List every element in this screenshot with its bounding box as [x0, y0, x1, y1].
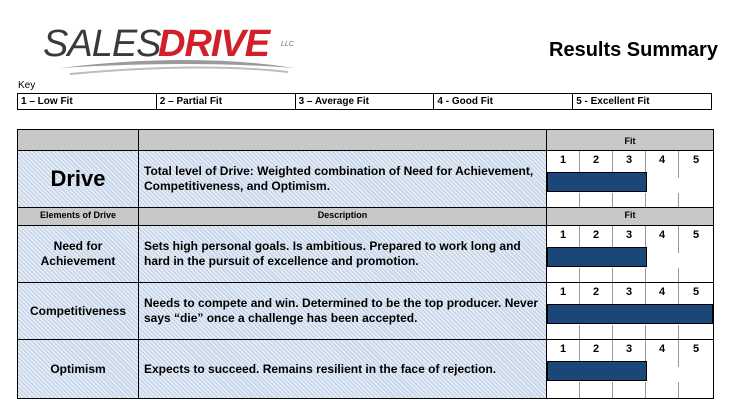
scale-tick-1	[547, 382, 580, 398]
scale-number-4: 4	[646, 226, 679, 253]
page-title: Results Summary	[549, 39, 718, 61]
scale-ticks	[547, 325, 713, 339]
key-item-excellent-fit: 5 - Excellent Fit	[576, 96, 650, 107]
key-item-good-fit: 4 - Good Fit	[434, 94, 574, 109]
scale-tick-4	[646, 193, 679, 207]
element-row: Need for Achievement Sets high personal …	[18, 226, 713, 283]
scale-tick-3	[613, 382, 646, 398]
fit-header: Fit	[547, 208, 713, 225]
drive-score-bar	[547, 172, 647, 192]
scale-number-3: 3	[613, 283, 646, 310]
scale-number-1: 1	[547, 340, 580, 367]
salesdrive-logo: SALES DRIVE LLC	[40, 22, 302, 86]
scale-number-5: 5	[692, 343, 700, 355]
scale-number-2: 2	[580, 151, 613, 178]
header-fit: Fit	[547, 130, 713, 150]
scale-number-5: 5	[692, 286, 700, 298]
key-item-low-fit: 1 – Low Fit	[18, 94, 157, 109]
header-blank-elements	[18, 130, 139, 150]
scale-tick-5	[679, 193, 713, 207]
scale-ticks	[547, 268, 713, 282]
scale-tick-2	[580, 382, 613, 398]
elements-header-row: Elements of Drive Description Fit	[18, 208, 713, 226]
results-top-header-row: Fit	[18, 130, 713, 151]
scale-tick-1	[547, 268, 580, 282]
results-table: Fit Drive Total level of Drive: Weighted…	[17, 129, 714, 399]
scale-tick-1	[547, 325, 580, 339]
scale-tick-3	[613, 193, 646, 207]
scale-tick-2	[580, 268, 613, 282]
scale-tick-1	[547, 193, 580, 207]
element-description: Needs to compete and win. Determined to …	[139, 283, 547, 339]
element-score-bar	[547, 247, 647, 267]
element-name: Optimism	[18, 340, 139, 398]
scale-tick-2	[580, 193, 613, 207]
logo-drive-text: DRIVE	[158, 23, 270, 65]
scale-number-3: 3	[613, 340, 646, 367]
description-header: Description	[139, 208, 547, 225]
scale-tick-5	[679, 325, 713, 339]
key-item-partial-fit: 2 – Partial Fit	[157, 94, 296, 109]
scale-number-4: 4	[646, 151, 679, 178]
scale-number-1: 1	[547, 226, 580, 253]
element-description: Sets high personal goals. Is ambitious. …	[139, 226, 547, 282]
scale-number-4: 4	[646, 283, 679, 310]
header-blank-description	[139, 130, 547, 150]
elements-of-drive-header: Elements of Drive	[18, 208, 139, 225]
scale-number-2: 2	[580, 226, 613, 253]
logo-llc-text: LLC	[281, 41, 294, 48]
scale-ticks	[547, 382, 713, 398]
logo-sales-text: SALES	[43, 23, 162, 65]
scale-tick-5	[679, 382, 713, 398]
logo-swoosh	[60, 60, 295, 75]
element-score-bar	[547, 304, 713, 324]
scale-tick-3	[613, 325, 646, 339]
element-row: Optimism Expects to succeed. Remains res…	[18, 340, 713, 398]
scale-number-1: 1	[547, 283, 580, 310]
scale-tick-2	[580, 325, 613, 339]
scale-tick-3	[613, 268, 646, 282]
element-score-bar	[547, 361, 647, 381]
scale-number-4: 4	[646, 340, 679, 367]
scale-number-1: 1	[547, 151, 580, 178]
scale-number-5: 5	[692, 229, 700, 241]
element-name: Competitiveness	[18, 283, 139, 339]
scale-tick-4	[646, 382, 679, 398]
element-row: Competitiveness Needs to compete and win…	[18, 283, 713, 340]
key-label: Key	[18, 80, 36, 91]
key-table: 1 – Low Fit 2 – Partial Fit 3 – Average …	[17, 93, 712, 110]
drive-description: Total level of Drive: Weighted combinati…	[139, 151, 547, 207]
scale-tick-5	[679, 268, 713, 282]
scale-number-3: 3	[613, 226, 646, 253]
drive-name: Drive	[18, 151, 139, 207]
scale-number-2: 2	[580, 283, 613, 310]
scale-tick-4	[646, 325, 679, 339]
element-description: Expects to succeed. Remains resilient in…	[139, 340, 547, 398]
scale-number-5: 5	[692, 154, 700, 166]
scale-ticks	[547, 193, 713, 207]
element-name: Need for Achievement	[18, 226, 139, 282]
key-item-average-fit: 3 – Average Fit	[296, 94, 435, 109]
scale-number-2: 2	[580, 340, 613, 367]
scale-tick-4	[646, 268, 679, 282]
drive-row: Drive Total level of Drive: Weighted com…	[18, 151, 713, 208]
scale-number-3: 3	[613, 151, 646, 178]
